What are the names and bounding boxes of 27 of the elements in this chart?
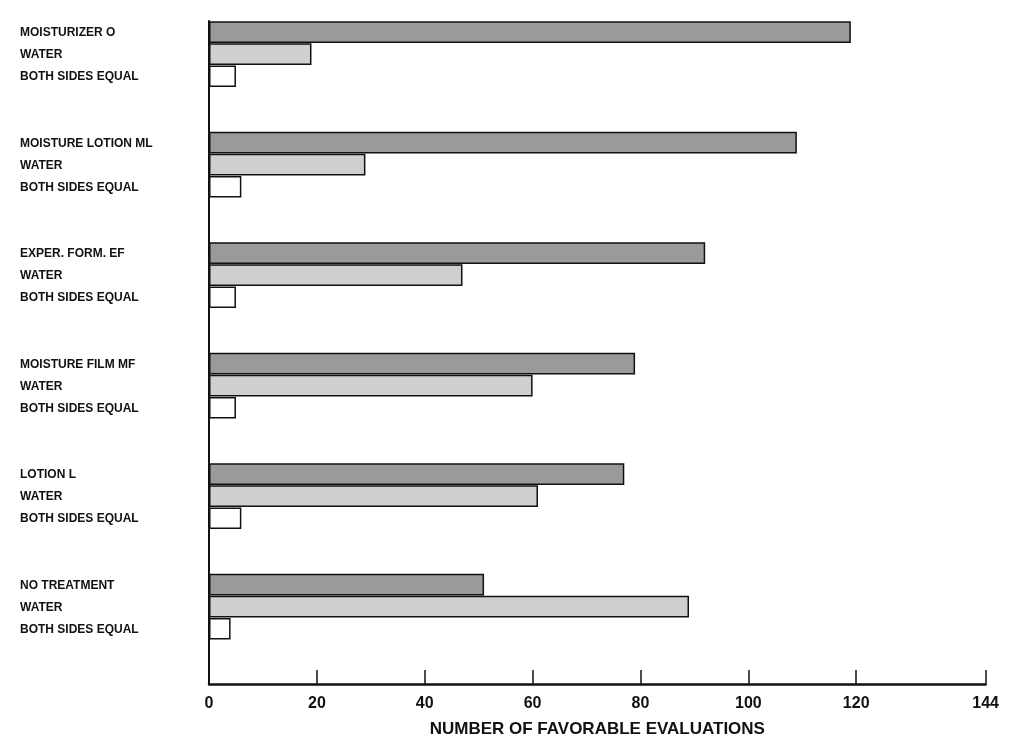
x-axis-title: NUMBER OF FAVORABLE EVALUATIONS bbox=[429, 719, 765, 738]
x-tick-label: 80 bbox=[631, 693, 650, 711]
y-tick-label: BOTH SIDES EQUAL bbox=[20, 290, 139, 305]
x-tick-label: 40 bbox=[415, 693, 434, 711]
y-tick-label: BOTH SIDES EQUAL bbox=[20, 511, 139, 526]
y-tick-label: MOISTURE FILM MF bbox=[20, 356, 136, 371]
x-tick-label: 120 bbox=[842, 693, 870, 711]
y-tick-label: WATER bbox=[20, 268, 63, 283]
y-tick-label: WATER bbox=[20, 489, 63, 504]
x-tick-label: 100 bbox=[734, 693, 762, 711]
y-tick-label: WATER bbox=[20, 157, 63, 172]
y-tick-label: WATER bbox=[20, 47, 63, 62]
x-tick-label: 144 bbox=[972, 693, 1000, 711]
y-tick-label: BOTH SIDES EQUAL bbox=[20, 400, 139, 415]
y-tick-label: MOISTURE LOTION ML bbox=[20, 135, 153, 150]
y-tick-label: MOISTURIZER O bbox=[20, 25, 116, 40]
y-tick-label: BOTH SIDES EQUAL bbox=[20, 621, 139, 636]
y-tick-label: NO TREATMENT bbox=[20, 577, 116, 592]
y-tick-label: WATER bbox=[20, 599, 63, 614]
y-tick-label: EXPER. FORM. EF bbox=[20, 246, 125, 261]
y-tick-label: BOTH SIDES EQUAL bbox=[20, 179, 139, 194]
x-tick-label: 0 bbox=[204, 693, 214, 711]
y-tick-label: WATER bbox=[20, 378, 63, 393]
y-tick-label: LOTION L bbox=[20, 467, 76, 482]
y-tick-label: BOTH SIDES EQUAL bbox=[20, 69, 139, 84]
x-tick-label: 20 bbox=[307, 693, 326, 711]
x-tick-label: 60 bbox=[523, 693, 542, 711]
